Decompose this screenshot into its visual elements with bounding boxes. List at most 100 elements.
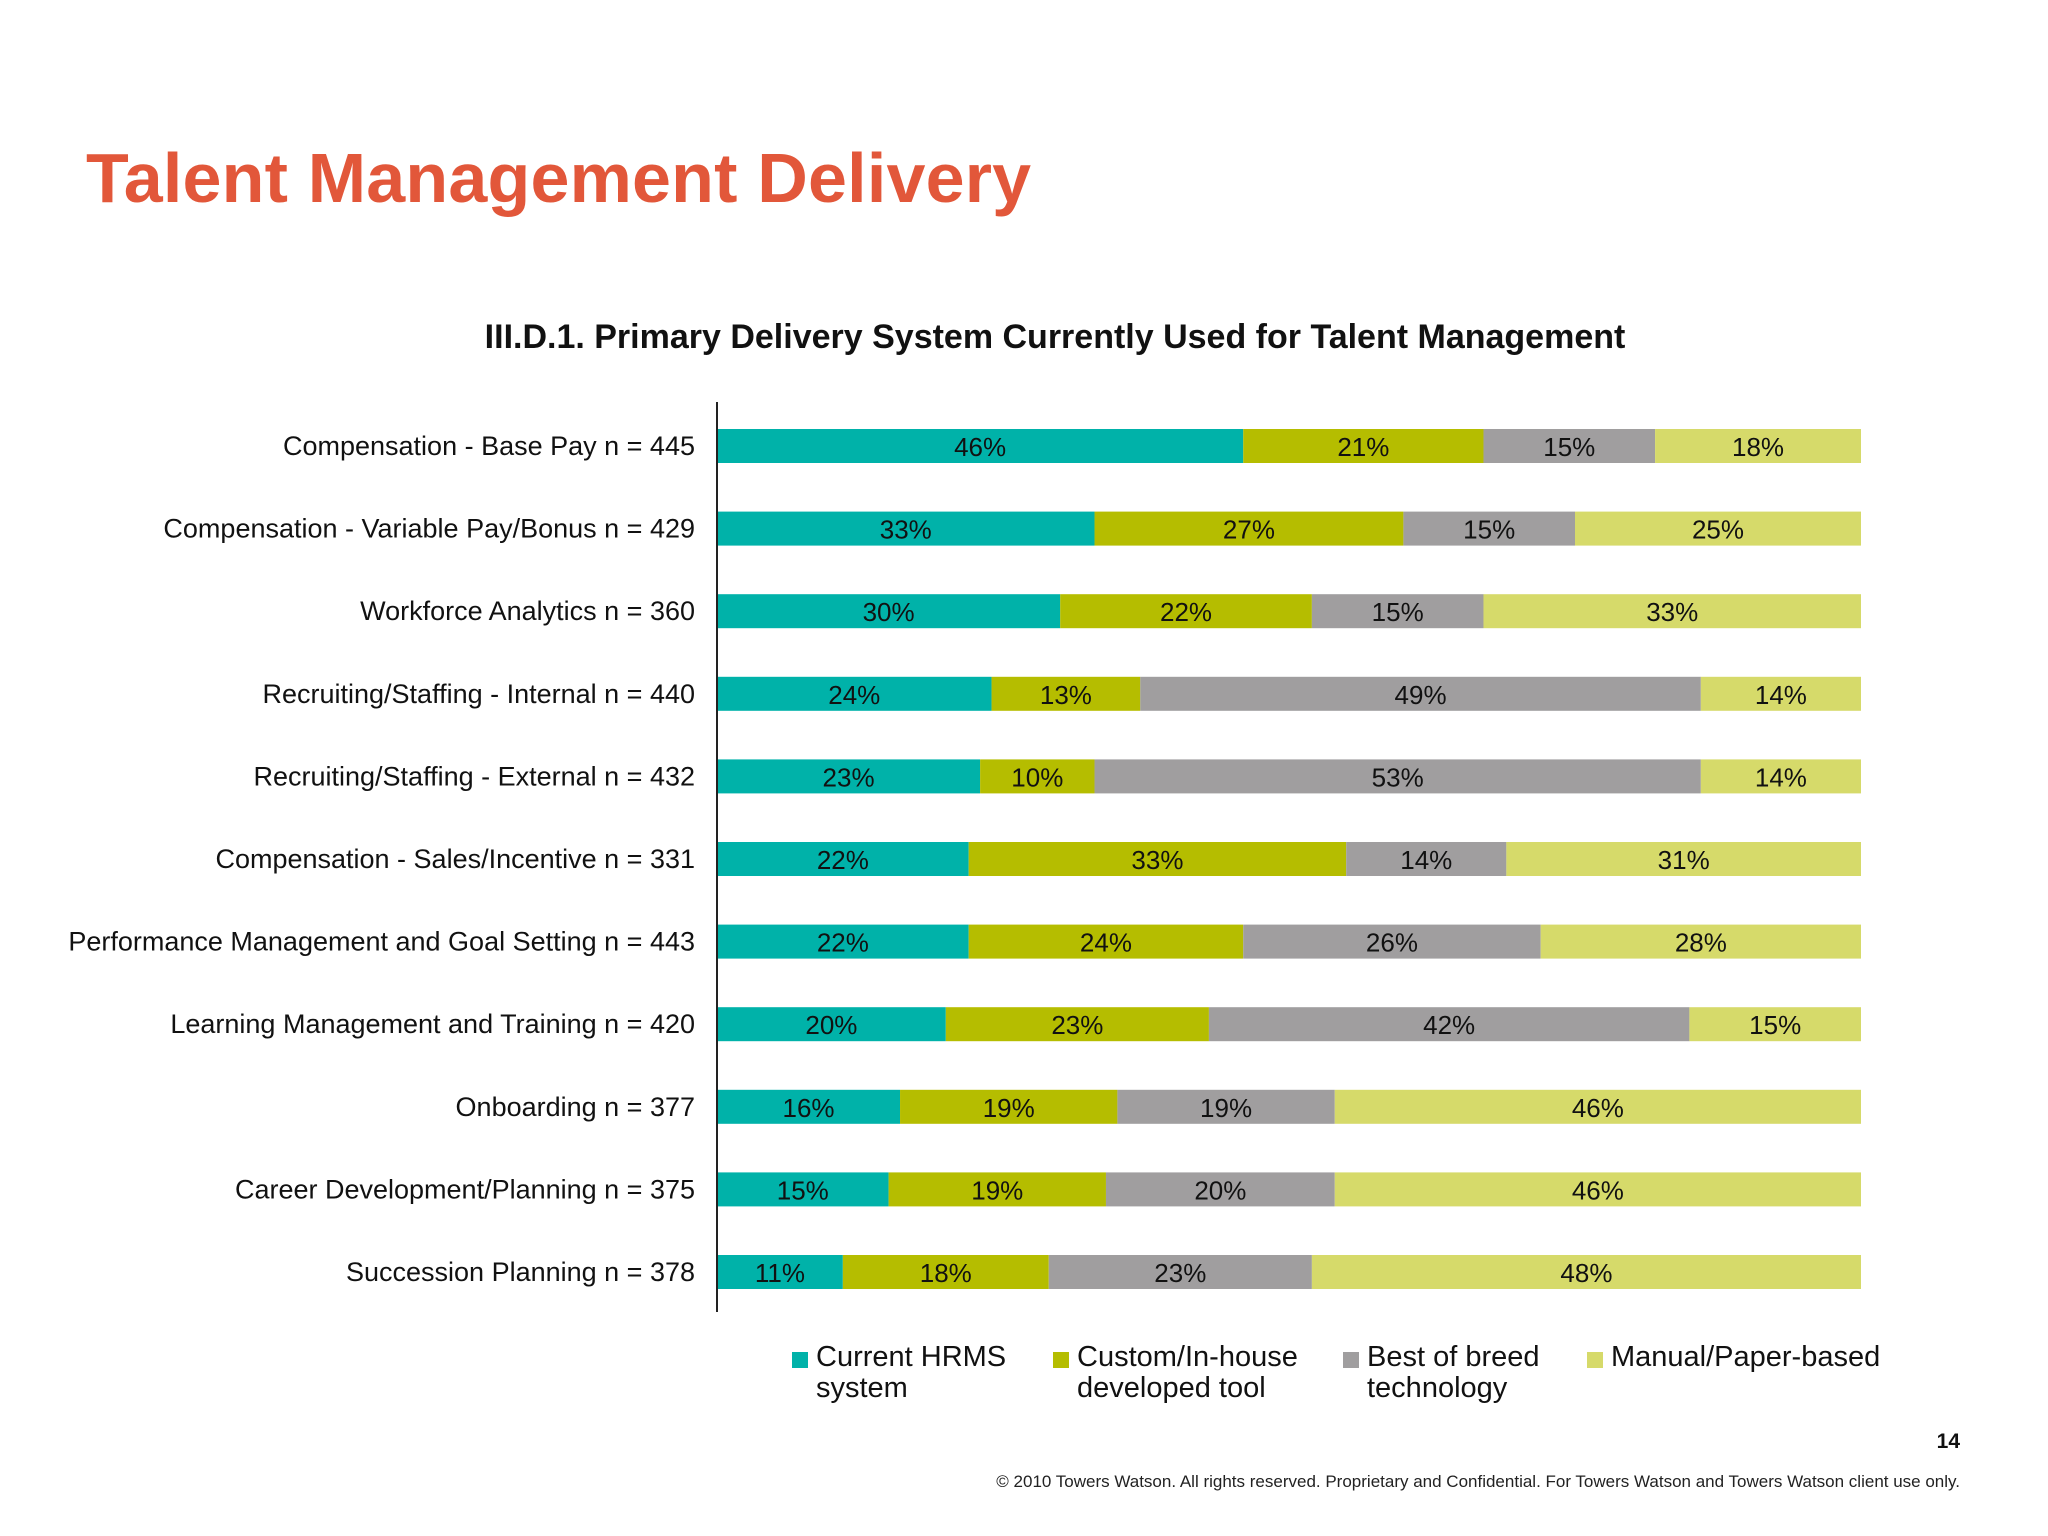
legend-label: Best of breed technology	[1367, 1341, 1540, 1404]
bar-segment-manual-paper-based	[1540, 924, 1861, 959]
data-label: 18%	[920, 1258, 972, 1288]
bar-segment-best-of-breed-technology	[1346, 842, 1507, 876]
bar-segment-best-of-breed-technology	[1094, 759, 1701, 794]
category-axis: Compensation - Base Pay n = 445 Compensat…	[68, 402, 718, 1312]
bar-segment-current-hrms-system	[717, 1172, 889, 1207]
bar-group: 46% 21% 15% 18% 33% 27% 15% 25% 30% 22% 15% 33% 24% 1…	[717, 429, 1861, 1289]
bar-segment-custom-in-house-developed-tool	[980, 759, 1095, 794]
data-label: 31%	[1658, 845, 1710, 875]
bar-segment-best-of-breed-technology	[1311, 594, 1484, 629]
bar-segment-manual-paper-based	[1506, 842, 1861, 876]
data-label: 14%	[1755, 680, 1807, 710]
data-label: 11%	[755, 1258, 805, 1288]
bar-segment-custom-in-house-developed-tool	[842, 1255, 1049, 1289]
data-label: 26%	[1366, 928, 1418, 958]
bar-segment-current-hrms-system	[717, 594, 1061, 629]
bar-segment-current-hrms-system	[717, 924, 969, 959]
data-label: 30%	[863, 597, 915, 627]
data-label: 42%	[1423, 1010, 1475, 1040]
data-label: 48%	[1560, 1258, 1612, 1288]
legend-swatch	[1587, 1352, 1603, 1368]
bar-segment-best-of-breed-technology	[1117, 1089, 1335, 1124]
bar-segment-custom-in-house-developed-tool	[900, 1089, 1118, 1124]
category-label: Compensation - Variable Pay/Bonus n = 42…	[163, 514, 695, 544]
data-label: 15%	[1463, 515, 1515, 545]
data-label: 46%	[1572, 1175, 1624, 1205]
legend-item-current-hrms: Current HRMS system	[792, 1342, 1006, 1404]
data-label: 15%	[1372, 597, 1424, 627]
bar-segment-best-of-breed-technology	[1243, 924, 1541, 959]
legend-item-best-of-breed: Best of breed technology	[1343, 1342, 1540, 1404]
bar-segment-manual-paper-based	[1334, 1172, 1861, 1207]
legend-item-custom-tool: Custom/In-house developed tool	[1053, 1342, 1298, 1404]
data-label: 24%	[828, 680, 880, 710]
bar-segment-custom-in-house-developed-tool	[1243, 429, 1484, 463]
data-label: 19%	[971, 1175, 1023, 1205]
legend-label: Current HRMS system	[816, 1341, 1007, 1404]
data-label: 19%	[983, 1093, 1035, 1123]
data-label: 53%	[1372, 762, 1424, 792]
data-label: 21%	[1337, 432, 1389, 462]
page-number: 14	[1936, 1430, 1960, 1453]
category-label: Learning Management and Training n = 420	[170, 1009, 695, 1039]
data-label: 22%	[817, 928, 869, 958]
data-label: 25%	[1692, 515, 1744, 545]
data-label: 22%	[1160, 597, 1212, 627]
data-label: 33%	[880, 515, 932, 545]
data-label: 19%	[1200, 1093, 1252, 1123]
category-label: Recruiting/Staffing - Internal n = 440	[262, 679, 695, 709]
data-label: 15%	[777, 1175, 829, 1205]
data-label: 20%	[1194, 1175, 1246, 1205]
data-label: 46%	[1572, 1093, 1624, 1123]
bar-segment-custom-in-house-developed-tool	[888, 1172, 1106, 1207]
bar-segment-best-of-breed-technology	[1048, 1255, 1312, 1289]
bar-segment-current-hrms-system	[717, 842, 969, 876]
bar-segment-manual-paper-based	[1334, 1089, 1861, 1124]
category-label: Workforce Analytics n = 360	[360, 596, 695, 626]
bar-segment-best-of-breed-technology	[1140, 676, 1701, 711]
data-label: 23%	[1154, 1258, 1206, 1288]
data-label: 28%	[1675, 928, 1727, 958]
data-label: 22%	[817, 845, 869, 875]
bar-segment-current-hrms-system	[717, 511, 1095, 546]
data-label: 46%	[954, 432, 1006, 462]
bar-segment-best-of-breed-technology	[1105, 1172, 1335, 1207]
copyright-notice: © 2010 Towers Watson. All rights reserve…	[996, 1472, 1960, 1491]
bar-segment-manual-paper-based	[1700, 759, 1861, 794]
chart-title: III.D.1. Primary Delivery System Current…	[484, 318, 1626, 356]
data-label: 49%	[1395, 680, 1447, 710]
category-label: Recruiting/Staffing - External n = 432	[253, 761, 695, 791]
legend-swatch	[792, 1352, 808, 1368]
data-label: 15%	[1543, 432, 1595, 462]
bar-segment-current-hrms-system	[717, 1089, 901, 1124]
category-label: Succession Planning n = 378	[346, 1257, 695, 1287]
data-label: 15%	[1749, 1010, 1801, 1040]
bar-segment-manual-paper-based	[1575, 511, 1861, 546]
bar-segment-custom-in-house-developed-tool	[1060, 594, 1312, 629]
bar-segment-manual-paper-based	[1655, 429, 1861, 463]
legend-swatch	[1343, 1352, 1359, 1368]
category-label: Compensation - Base Pay n = 445	[283, 431, 695, 461]
category-label: Performance Management and Goal Setting …	[68, 927, 695, 957]
data-label: 33%	[1131, 845, 1183, 875]
bar-segment-current-hrms-system	[717, 676, 992, 711]
legend-label: Custom/In-house developed tool	[1077, 1341, 1298, 1404]
bar-segment-custom-in-house-developed-tool	[968, 842, 1347, 876]
category-label: Career Development/Planning n = 375	[235, 1174, 695, 1204]
bar-segment-custom-in-house-developed-tool	[1094, 511, 1404, 546]
bar-segment-custom-in-house-developed-tool	[991, 676, 1141, 711]
bar-segment-manual-paper-based	[1689, 1007, 1861, 1042]
legend-label: Manual/Paper-based	[1611, 1341, 1881, 1373]
data-label: 33%	[1646, 597, 1698, 627]
data-label: 10%	[1011, 762, 1063, 792]
bar-segment-manual-paper-based	[1483, 594, 1861, 629]
bar-segment-manual-paper-based	[1311, 1255, 1861, 1289]
bar-segment-current-hrms-system	[717, 1255, 843, 1289]
bar-segment-best-of-breed-technology	[1208, 1007, 1690, 1042]
page-title: Talent Management Delivery	[86, 139, 1032, 217]
data-label: 20%	[805, 1010, 857, 1040]
data-label: 16%	[782, 1093, 834, 1123]
bar-segment-custom-in-house-developed-tool	[968, 924, 1244, 959]
data-label: 14%	[1400, 845, 1452, 875]
bar-segment-current-hrms-system	[717, 759, 981, 794]
